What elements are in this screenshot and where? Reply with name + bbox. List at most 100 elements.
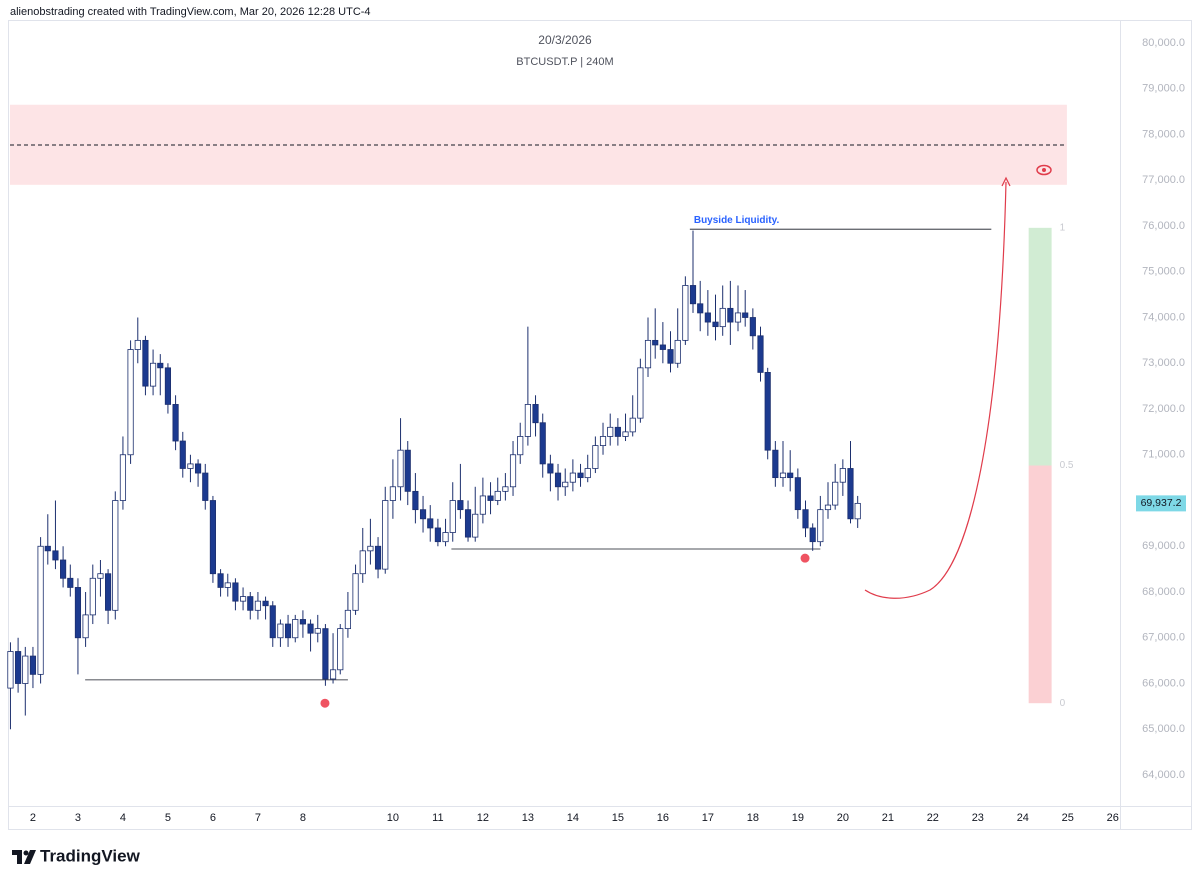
candle-body: [667, 349, 674, 364]
y-tick-label: 72,000.0: [1142, 403, 1185, 415]
candle-body: [359, 550, 366, 575]
candle-body: [487, 495, 494, 501]
candle-body: [397, 449, 404, 488]
y-tick-label: 66,000.0: [1142, 677, 1185, 689]
candle-body: [592, 445, 599, 469]
candle-body: [269, 605, 276, 639]
arrow-head: [1001, 176, 1011, 187]
candle-body: [337, 628, 344, 671]
candle-body: [419, 509, 427, 520]
x-tick-label: 8: [300, 812, 306, 824]
candle-body: [427, 518, 434, 529]
candle-body: [727, 307, 734, 323]
candle-body: [209, 500, 216, 575]
brand-logo: [12, 850, 36, 864]
candle-body: [674, 339, 681, 364]
candle-body: [112, 500, 119, 611]
candle-body: [659, 344, 666, 350]
candle-body: [757, 335, 764, 373]
price-tag: [1136, 495, 1186, 512]
candle-body: [644, 339, 652, 369]
candle-body: [547, 463, 554, 474]
candle-body: [809, 527, 816, 543]
candle-body: [22, 655, 29, 684]
candle-body: [764, 372, 771, 451]
candle-body: [622, 431, 629, 437]
candle-body: [292, 619, 299, 639]
y-tick-label: 67,000.0: [1142, 632, 1185, 644]
candle-body: [464, 509, 472, 538]
candle-body: [382, 500, 389, 570]
candle-body: [187, 463, 194, 469]
x-tick-label: 12: [477, 812, 489, 824]
level-label: Buyside Liquidity.: [694, 215, 780, 226]
candle-body: [224, 582, 231, 588]
frame: [8, 20, 1192, 830]
x-tick-label: 7: [255, 812, 261, 824]
candle-body: [239, 596, 247, 602]
candle-body: [569, 472, 576, 483]
candle-body: [367, 545, 374, 552]
candle-body: [584, 468, 591, 479]
candle-body: [577, 472, 584, 479]
candle-body: [472, 513, 479, 538]
candle-body: [322, 628, 329, 680]
candle-body: [202, 472, 209, 501]
candle-body: [247, 596, 254, 611]
candle-body: [389, 486, 396, 501]
chart-subtitle: BTCUSDT.P | 240M: [516, 56, 613, 68]
candle-body: [344, 609, 351, 630]
x-tick-label: 14: [567, 812, 579, 824]
candle-body: [712, 321, 719, 328]
brand: TradingView: [40, 846, 141, 865]
y-tick-label: 71,000.0: [1142, 449, 1185, 461]
candle-body: [37, 545, 44, 675]
candle-body: [179, 440, 186, 469]
x-tick-label: 20: [837, 812, 849, 824]
fib-upper: [1028, 227, 1052, 466]
candle-body: [779, 472, 787, 479]
candle-body: [74, 587, 82, 639]
candle-body: [44, 545, 51, 552]
candle-body: [60, 559, 67, 579]
x-tick-label: 24: [1017, 812, 1029, 824]
candle-body: [854, 502, 861, 520]
candle-body: [119, 454, 127, 501]
candle-body: [352, 573, 359, 611]
candle-body: [217, 573, 224, 588]
candle-body: [15, 651, 22, 684]
candle-body: [637, 367, 644, 419]
price-tag-label: 69,937.2: [1141, 497, 1182, 509]
candle-body: [7, 651, 14, 689]
candle-body: [82, 614, 89, 639]
x-tick-label: 4: [120, 812, 126, 824]
candle-body: [157, 362, 164, 369]
candle-body: [284, 623, 292, 639]
x-tick-label: 26: [1107, 812, 1119, 824]
candle-body: [29, 655, 37, 675]
fib-label: 0: [1060, 698, 1066, 709]
y-tick-label: 75,000.0: [1142, 266, 1185, 278]
x-tick-label: 21: [882, 812, 894, 824]
candle-body: [164, 367, 172, 405]
y-tick-label: 77,000.0: [1142, 174, 1185, 186]
candle-body: [772, 449, 779, 479]
candle-body: [794, 477, 801, 511]
eye-icon: [1036, 164, 1052, 176]
x-tick-label: 10: [387, 812, 399, 824]
candle-body: [817, 509, 824, 543]
candle-body: [742, 312, 749, 318]
y-tick-label: 68,000.0: [1142, 586, 1185, 598]
candle-body: [105, 573, 112, 611]
candle-body: [539, 422, 546, 465]
plot: Buyside Liquidity. 1 0.5 0: [7, 104, 1074, 730]
y-tick-label: 74,000.0: [1142, 311, 1185, 323]
candle-body: [704, 312, 711, 323]
candle-body: [134, 339, 141, 350]
header: alienobstrading created with TradingView…: [10, 6, 371, 18]
x-tick-label: 18: [747, 812, 759, 824]
candle-body: [614, 426, 621, 437]
x-tick-label: 11: [432, 812, 443, 824]
candle-body: [374, 545, 382, 570]
